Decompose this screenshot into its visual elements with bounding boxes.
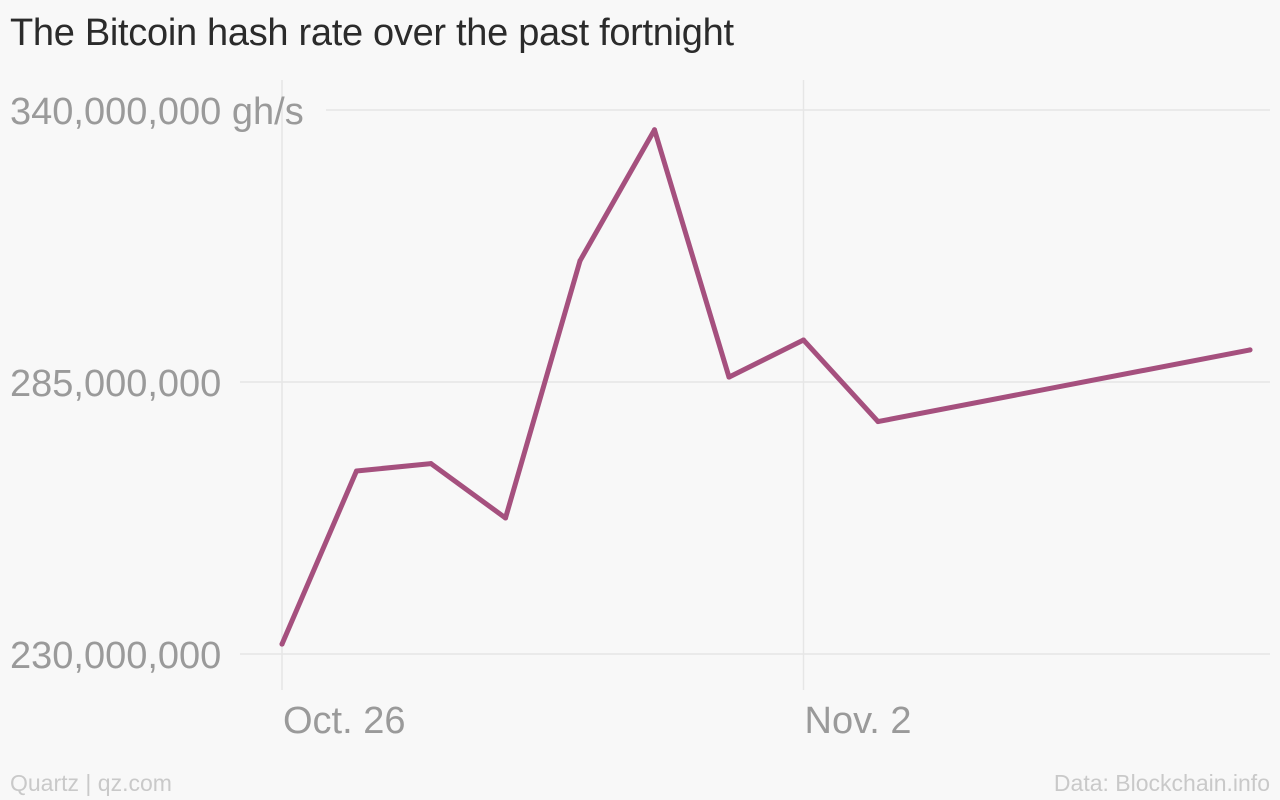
data-point: [354, 468, 359, 474]
data-point: [652, 127, 657, 133]
y-tick-label: 340,000,000 gh/s: [10, 91, 304, 133]
data-point: [1247, 347, 1253, 353]
footer-credit: Quartz | qz.com: [10, 770, 172, 796]
y-tick-label: 285,000,000: [10, 363, 221, 405]
series-line: [279, 127, 1253, 647]
series-layer: [279, 127, 1253, 647]
footer-source: Data: Blockchain.info: [1053, 770, 1270, 796]
x-axis-ticks: Oct. 26 Nov. 2: [283, 700, 912, 742]
data-point: [279, 641, 285, 647]
data-point: [428, 461, 434, 467]
chart-title: The Bitcoin hash rate over the past fort…: [10, 12, 734, 54]
grid-lines: [240, 80, 1270, 690]
data-point: [503, 515, 508, 521]
y-tick-label: 230,000,000: [10, 635, 221, 677]
data-point: [801, 337, 806, 343]
data-point: [875, 419, 881, 425]
x-tick-label: Nov. 2: [805, 700, 912, 742]
y-axis-ticks: 340,000,000 gh/s 285,000,000 230,000,000: [10, 91, 304, 677]
data-point: [577, 258, 583, 264]
x-tick-label: Oct. 26: [283, 700, 406, 742]
data-point: [726, 374, 732, 380]
